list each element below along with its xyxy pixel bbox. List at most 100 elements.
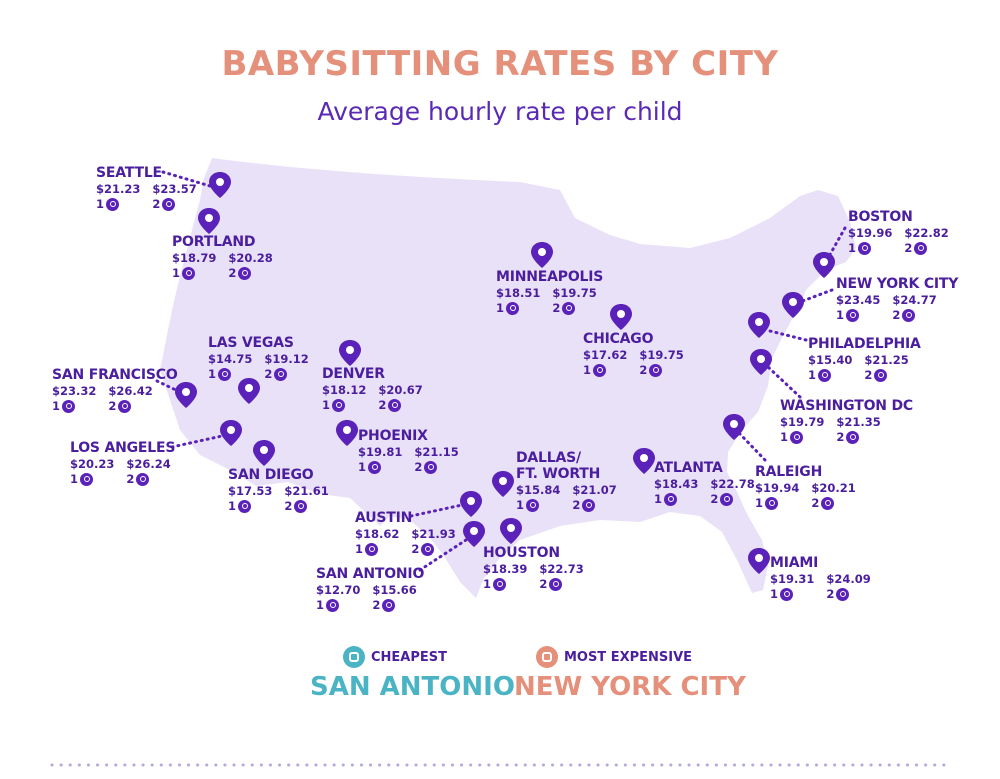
- rate-one-child: $17.62: [583, 348, 628, 362]
- rate-two-children: $19.75: [552, 286, 597, 300]
- stroller-icon: [342, 646, 365, 668]
- map-pin-icon[interactable]: [610, 304, 632, 330]
- map-pin-icon[interactable]: [238, 378, 260, 404]
- child-face-icon: [846, 430, 860, 444]
- rate-one-child: $17.53: [228, 484, 273, 498]
- map-pin-icon[interactable]: [723, 414, 745, 440]
- legend-expensive-city: NEW YORK CITY: [514, 672, 746, 702]
- child-face-icon: [238, 266, 252, 280]
- child-face-icon: [382, 598, 396, 612]
- rate-one-child: $23.32: [52, 384, 97, 398]
- city-raleigh: RALEIGH $19.94 1 $20.21 2: [755, 464, 856, 510]
- city-miami: MIAMI $19.31 1 $24.09 2: [770, 555, 871, 601]
- child-face-icon: [62, 399, 76, 413]
- page-title: BABYSITTING RATES BY CITY: [221, 44, 779, 84]
- map-pin-icon[interactable]: [633, 448, 655, 474]
- map-pin-icon[interactable]: [209, 172, 231, 198]
- city-name: SAN ANTONIO: [316, 566, 425, 582]
- map-pin-icon[interactable]: [750, 349, 772, 375]
- child-face-icon: [294, 499, 308, 513]
- legend-cheapest-city: SAN ANTONIO: [310, 672, 515, 702]
- map-pin-icon[interactable]: [339, 340, 361, 366]
- child-face-icon: [526, 498, 540, 512]
- child-face-icon: [858, 241, 872, 255]
- map-pin-icon[interactable]: [336, 420, 358, 446]
- rate-one-child: $18.43: [654, 477, 699, 491]
- rate-two-children: $19.75: [639, 348, 684, 362]
- leader-line-austin: [409, 503, 464, 518]
- rate-two-children: $15.66: [372, 583, 417, 597]
- child-face-icon: [493, 577, 507, 591]
- rate-one-child: $19.96: [848, 226, 893, 240]
- city-chicago: CHICAGO $17.62 1 $19.75 2: [583, 331, 684, 377]
- map-pin-icon[interactable]: [531, 242, 553, 268]
- legend-expensive-label: MOST EXPENSIVE: [563, 649, 693, 665]
- map-pin-icon[interactable]: [492, 471, 514, 497]
- child-face-icon: [836, 587, 850, 601]
- city-name: SAN FRANCISCO: [52, 367, 178, 383]
- child-face-icon: [238, 499, 252, 513]
- city-name-line1: DALLAS/: [516, 450, 581, 466]
- city-name: DENVER: [322, 366, 385, 382]
- city-las-vegas: LAS VEGAS $14.75 1 $19.12 2: [208, 335, 309, 381]
- rate-two-children: $19.12: [264, 352, 309, 366]
- map-pin-icon[interactable]: [813, 252, 835, 278]
- child-face-icon: [765, 496, 779, 510]
- city-philadelphia: PHILADELPHIA $15.40 1 $21.25 2: [808, 336, 921, 382]
- city-name: SAN DIEGO: [228, 467, 314, 483]
- bottom-divider: [50, 763, 950, 767]
- city-san-diego: SAN DIEGO $17.53 1 $21.61 2: [228, 467, 329, 513]
- map-pin-icon[interactable]: [175, 382, 197, 408]
- city-name: HOUSTON: [483, 545, 560, 561]
- map-pin-icon[interactable]: [220, 420, 242, 446]
- rate-two-children: $21.93: [411, 527, 456, 541]
- rate-one-child: $14.75: [208, 352, 253, 366]
- city-name: BOSTON: [848, 209, 913, 225]
- city-new-york-city: NEW YORK CITY $23.45 1 $24.77 2: [836, 276, 959, 322]
- city-san-francisco: SAN FRANCISCO $23.32 1 $26.42 2: [52, 367, 178, 413]
- city-washington-dc: WASHINGTON DC $19.79 1 $21.35 2: [780, 398, 913, 444]
- leader-line-raleigh: [738, 432, 767, 462]
- legend-cheapest: CHEAPEST SAN ANTONIO: [310, 646, 515, 702]
- child-face-icon: [902, 308, 916, 322]
- city-name: PHILADELPHIA: [808, 336, 921, 352]
- child-face-icon: [846, 308, 860, 322]
- child-face-icon: [332, 398, 346, 412]
- city-name: AUSTIN: [355, 510, 413, 526]
- city-name: NEW YORK CITY: [836, 276, 959, 292]
- city-name: CHICAGO: [583, 331, 654, 347]
- map-pin-icon[interactable]: [748, 548, 770, 574]
- city-name: ATLANTA: [654, 460, 723, 476]
- rate-one-child: $18.79: [172, 251, 217, 265]
- city-name: LOS ANGELES: [70, 440, 176, 456]
- map-pin-icon[interactable]: [198, 208, 220, 234]
- rate-two-children: $21.61: [284, 484, 329, 498]
- child-face-icon: [106, 197, 120, 211]
- child-face-icon: [136, 472, 150, 486]
- map-pin-icon[interactable]: [253, 440, 275, 466]
- rate-two-children: $20.67: [378, 383, 423, 397]
- leader-line-philadelphia: [764, 328, 808, 342]
- city-seattle: SEATTLE $21.23 1 $23.57 2: [96, 165, 197, 211]
- rate-one-child: $15.84: [516, 483, 561, 497]
- stroller-icon: [535, 646, 558, 668]
- rate-two-children: $21.25: [864, 353, 909, 367]
- map-pin-icon[interactable]: [463, 521, 485, 547]
- child-face-icon: [388, 398, 402, 412]
- rate-two-children: $21.07: [572, 483, 617, 497]
- leader-line-new-york-city: [798, 288, 834, 304]
- child-face-icon: [649, 363, 663, 377]
- map-pin-icon[interactable]: [500, 518, 522, 544]
- rate-one-child: $18.39: [483, 562, 528, 576]
- map-pin-icon[interactable]: [782, 292, 804, 318]
- child-face-icon: [821, 496, 835, 510]
- us-map-shape: [160, 158, 856, 598]
- map-pin-icon[interactable]: [748, 312, 770, 338]
- page-subtitle: Average hourly rate per child: [317, 97, 683, 126]
- rate-two-children: $26.24: [126, 457, 171, 471]
- leader-line-boston: [826, 226, 847, 260]
- map-pin-icon[interactable]: [460, 491, 482, 517]
- rate-two-children: $22.78: [710, 477, 755, 491]
